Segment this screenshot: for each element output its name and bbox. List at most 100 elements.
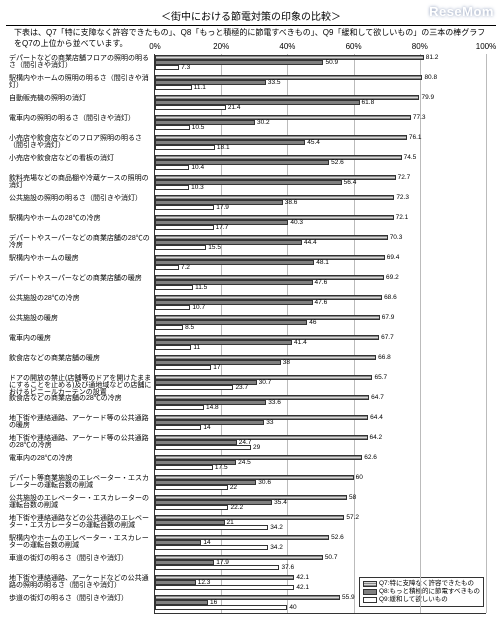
bar-value: 33.5 — [268, 79, 281, 86]
row-label: 公共施設のエレベーター・エスカレーターの運転台数の削減 — [9, 495, 155, 510]
bar-q9 — [155, 245, 206, 250]
row-label: 電車内の照明の明るさ（間引きや消灯） — [9, 115, 155, 122]
data-row: 小売店や飲食店などの看板の消灯74.552.610.4 — [155, 155, 486, 175]
row-label: 自動販売機の照明の消灯 — [9, 95, 155, 102]
axis-tick-label: 20% — [213, 42, 229, 51]
bar-q9 — [155, 145, 215, 150]
bar-value: 64.4 — [370, 414, 383, 421]
bar-value: 34.2 — [270, 524, 283, 531]
data-row: 電車内の28℃の冷房62.624.517.5 — [155, 455, 486, 475]
bar-q9 — [155, 305, 190, 310]
row-label: デパートやスーパーなどの商業店舗の28℃の冷房 — [9, 235, 155, 250]
chart-title: ＜街中における節電対策の印象の比較＞ — [6, 8, 496, 26]
bar-q9 — [155, 525, 268, 530]
bar-value: 21.4 — [228, 104, 241, 111]
bar-value: 44.4 — [304, 239, 317, 246]
bar-q9 — [155, 65, 179, 70]
bar-value: 67.9 — [382, 314, 395, 321]
bar-value: 69.2 — [386, 274, 399, 281]
bar-q9 — [155, 125, 190, 130]
bar-value: 10.4 — [191, 164, 204, 171]
row-label: デパートやスーパーなどの商業店舗の暖房 — [9, 275, 155, 282]
data-row: 駅構内やホームの暖房69.448.17.2 — [155, 255, 486, 275]
bar-value: 37.6 — [281, 564, 294, 571]
bar-value: 34.2 — [270, 544, 283, 551]
row-label: デパートなどの商業店舗フロアの照明の明るさ（間引きや消灯） — [9, 55, 155, 70]
bar-value: 56.4 — [344, 179, 357, 186]
bar-q9 — [155, 385, 233, 390]
bar-q9 — [155, 605, 287, 610]
bar-value: 57.2 — [346, 514, 359, 521]
row-label: 電車内の28℃の冷房 — [9, 455, 155, 462]
bar-value: 76.1 — [409, 134, 422, 141]
bar-value: 62.6 — [364, 454, 377, 461]
bar-value: 60 — [356, 474, 363, 481]
bar-value: 17.7 — [216, 224, 229, 231]
bar-value: 69.4 — [387, 254, 400, 261]
bar-value: 33.6 — [268, 399, 281, 406]
row-label: 地下街や連絡通路、アーケード等の公共通路の暖房 — [9, 415, 155, 430]
row-label: 駅構内やホームのエレベーター・エスカレーターの運転台数の削減 — [9, 535, 155, 550]
row-label: 飲食店などの商業店舗の暖房 — [9, 355, 155, 362]
data-row: 駅構内やホームの28℃の冷房72.140.317.7 — [155, 215, 486, 235]
row-label: 地下街や連絡通路、アーケードなどの公共通路の照明の明るさ（間引きや消灯） — [9, 575, 155, 590]
data-row: 飲食店などの商業店舗の暖房66.83817 — [155, 355, 486, 375]
data-row: デパートやスーパーなどの商業店舗の暖房69.247.611.5 — [155, 275, 486, 295]
bar-value: 58 — [349, 494, 356, 501]
data-row: 自動販売機の照明の消灯79.961.821.4 — [155, 95, 486, 115]
bar-value: 30.6 — [258, 479, 271, 486]
bar-value: 38.6 — [285, 199, 298, 206]
bar-value: 81.2 — [426, 54, 439, 61]
bar-value: 17.5 — [215, 464, 228, 471]
bar-q9 — [155, 485, 228, 490]
data-row: 車道の街灯の明るさ（間引きや消灯）50.717.937.6 — [155, 555, 486, 575]
data-row: 駅構内やホームのエレベーター・エスカレーターの運転台数の削減52.61434.2 — [155, 535, 486, 555]
bar-q9 — [155, 425, 201, 430]
bar-value: 40 — [289, 604, 296, 611]
bar-q9 — [155, 85, 192, 90]
bar-q9 — [155, 465, 213, 470]
bar-q9 — [155, 445, 251, 450]
bar-value: 29 — [253, 444, 260, 451]
bar-value: 55.9 — [342, 594, 355, 601]
bar-value: 22 — [230, 484, 237, 491]
row-label: 車道の街灯の明るさ（間引きや消灯） — [9, 555, 155, 562]
data-row: 飲料売場などの商品棚や冷蔵ケースの照明の消灯72.756.410.3 — [155, 175, 486, 195]
bar-value: 11.5 — [195, 284, 207, 291]
row-label: 駅構内やホームの暖房 — [9, 255, 155, 262]
bar-q9 — [155, 505, 228, 510]
row-label: 飲料売場などの商品棚や冷蔵ケースの照明の消灯 — [9, 175, 155, 190]
data-row: 地下街や連絡通路、アーケード等の公共通路の28℃の冷房64.224.729 — [155, 435, 486, 455]
row-label: デパート等商業施設のエレベーター・エスカレーターの運転台数の削減 — [9, 475, 155, 490]
data-row: 公共施設の照明の明るさ（間引きや消灯）72.338.617.9 — [155, 195, 486, 215]
row-label: 駅構内やホームの照明の明るさ（間引きや消灯） — [9, 75, 155, 90]
bar-value: 33 — [266, 419, 273, 426]
data-row: ドアの開放の禁止(店舗等のドアを開けたままにすることを止める)及び通地域などの店… — [155, 375, 486, 395]
bar-value: 24.5 — [238, 459, 251, 466]
bar-value: 38 — [283, 359, 290, 366]
data-row: 電車内の照明の明るさ（間引きや消灯）77.330.210.5 — [155, 115, 486, 135]
bar-value: 74.5 — [404, 154, 417, 161]
data-row: 駅構内やホームの照明の明るさ（間引きや消灯）80.833.511.1 — [155, 75, 486, 95]
bar-value: 7.2 — [181, 264, 190, 271]
bar-value: 18.1 — [217, 144, 230, 151]
bar-value: 14.8 — [206, 404, 219, 411]
bar-q9 — [155, 565, 279, 570]
bar-value: 72.1 — [396, 214, 409, 221]
data-row: 飲食店などの商業店舗の28℃の冷房64.733.614.8 — [155, 395, 486, 415]
row-label: 小売店や飲食店などの看板の消灯 — [9, 155, 155, 162]
bar-value: 47.6 — [315, 299, 328, 306]
bar-value: 8.5 — [185, 324, 194, 331]
bar-value: 10.7 — [192, 304, 205, 311]
data-row: 小売店や飲食店などのフロア照明の明るさ（間引きや消灯）76.145.418.1 — [155, 135, 486, 155]
data-row: 公共施設の暖房67.9468.5 — [155, 315, 486, 335]
bar-value: 30.7 — [259, 379, 272, 386]
bar-value: 10.3 — [191, 184, 204, 191]
bar-value: 72.3 — [396, 194, 409, 201]
gridline — [486, 54, 487, 613]
row-label: ドアの開放の禁止(店舗等のドアを開けたままにすることを止める)及び通地域などの店… — [9, 375, 155, 397]
bar-value: 77.3 — [413, 114, 426, 121]
bar-value: 64.7 — [371, 394, 384, 401]
bar-value: 45.4 — [307, 139, 320, 146]
axis-tick-label: 100% — [476, 42, 496, 51]
